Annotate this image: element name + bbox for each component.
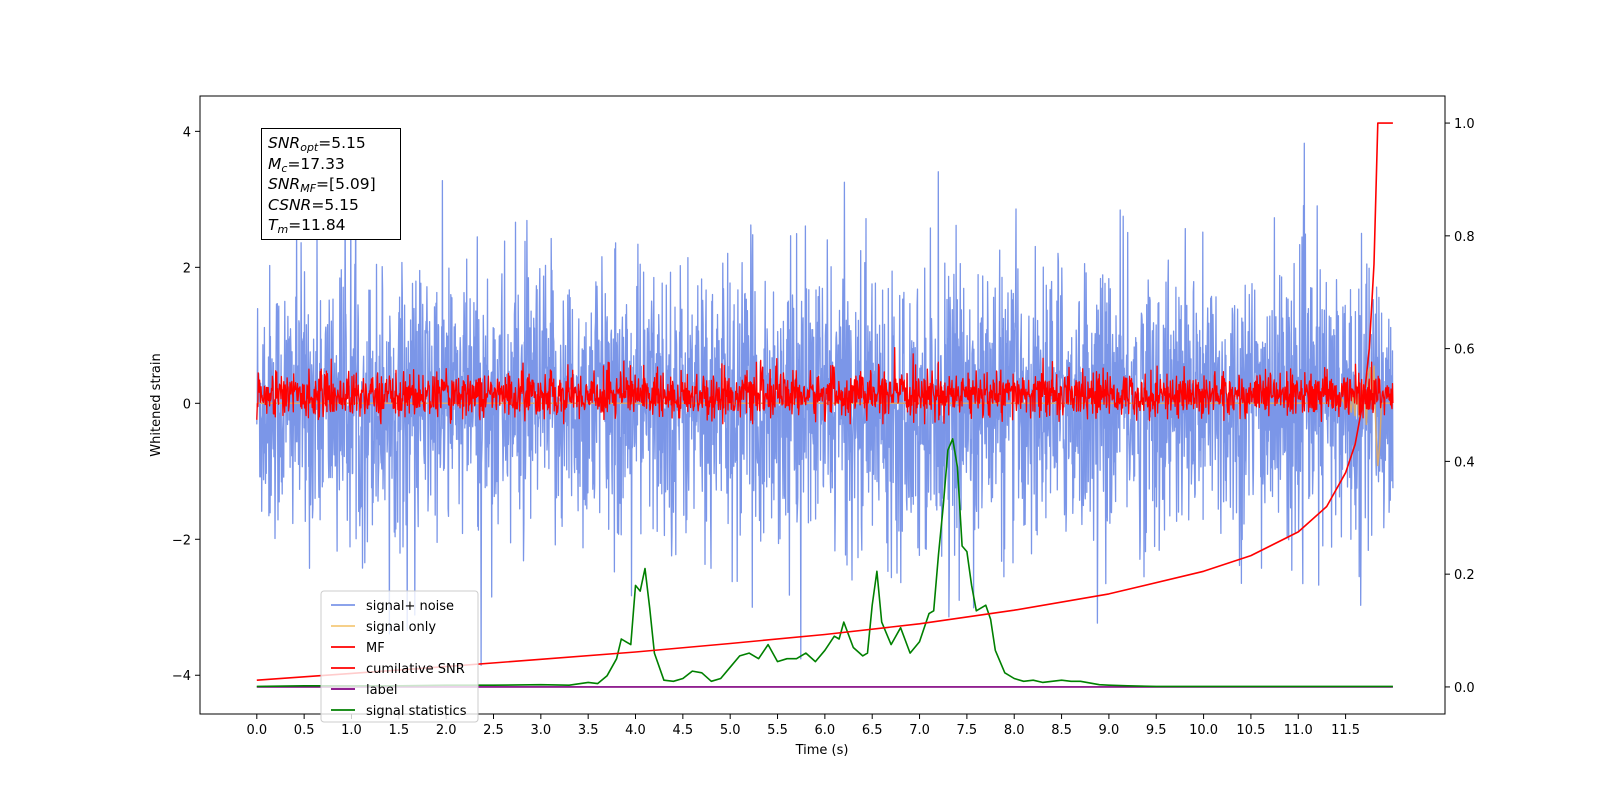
x-tick-label: 2.0 [436,723,457,738]
x-tick-label: 1.0 [341,723,362,738]
y2-axis-ticks: 1.0 0.8 0.6 0.4 0.2 0.0 [1445,117,1475,696]
legend-label: MF [366,641,385,656]
y-tick-label: −2 [172,533,191,548]
y-tick-label: 0 [183,397,191,412]
y-tick-label: 2 [183,261,191,276]
x-tick-label: 10.5 [1236,723,1265,738]
x-tick-label: 7.0 [909,723,930,738]
legend: signal+ noise signal only MF cumilative SNR… [320,590,479,723]
annotation-snr-opt: SNRopt=5.15 [268,134,366,154]
signal-statistics-line [256,438,1393,688]
x-axis-label: Time (s) [795,743,849,758]
x-tick-label: 6.5 [862,723,883,738]
legend-label: label [366,683,397,698]
legend-label: cumilative SNR [366,662,465,677]
x-tick-label: 9.0 [1099,723,1120,738]
x-tick-label: 5.5 [767,723,788,738]
series-mf [256,346,1394,425]
y2-tick-label: 0.4 [1454,455,1475,470]
y-axis-ticks: 4 2 0 −2 −4 [172,125,200,684]
x-tick-label: 4.5 [673,723,694,738]
x-tick-label: 2.5 [483,723,504,738]
x-tick-label: 3.0 [530,723,551,738]
mf-line [256,346,1394,425]
y2-tick-label: 0.8 [1454,230,1475,245]
axes-frame [199,95,1446,715]
x-tick-label: 8.0 [1004,723,1025,738]
x-axis-ticks: 0.0 0.5 1.0 1.5 2.0 2.5 3.0 3.5 4.0 4.5 5.0 5.5 6.0 6… [246,714,1360,738]
x-tick-label: 10.0 [1189,723,1218,738]
x-tick-label: 0.5 [294,723,315,738]
legend-label: signal only [366,620,436,635]
y2-tick-label: 0.6 [1454,343,1475,358]
series-signal-plus-noise [256,142,1394,666]
legend-box [320,590,479,723]
x-tick-label: 3.5 [578,723,599,738]
x-tick-label: 1.5 [388,723,409,738]
annotation-tm: Tm=11.84 [268,216,346,236]
y2-tick-label: 1.0 [1454,117,1475,132]
cumulative-snr-line [256,122,1393,681]
x-tick-label: 9.5 [1146,723,1167,738]
y-tick-label: −4 [172,669,191,684]
y2-tick-label: 0.2 [1454,568,1475,583]
x-tick-label: 7.5 [957,723,978,738]
annotation-snr-mf: SNRMF=[5.09] [268,175,376,195]
x-tick-label: 4.0 [625,723,646,738]
legend-label: signal+ noise [366,599,454,614]
signal-plus-noise-line [256,142,1394,666]
snr-annotation-box: SNRopt=5.15 Mc=17.33 SNRMF=[5.09] CSNR=5… [261,128,401,240]
x-tick-label: 5.0 [720,723,741,738]
annotation-mc: Mc=17.33 [268,154,345,175]
y-tick-label: 4 [183,125,191,140]
x-tick-label: 11.0 [1284,723,1313,738]
annotation-csnr: CSNR=5.15 [268,195,359,214]
x-tick-label: 11.5 [1331,723,1360,738]
y2-tick-label: 0.0 [1454,681,1475,696]
x-tick-label: 6.0 [815,723,836,738]
x-tick-label: 0.0 [246,723,267,738]
legend-label: signal statistics [366,704,467,719]
x-tick-label: 8.5 [1051,723,1072,738]
y-axis-label: Whitened strain [149,353,164,456]
